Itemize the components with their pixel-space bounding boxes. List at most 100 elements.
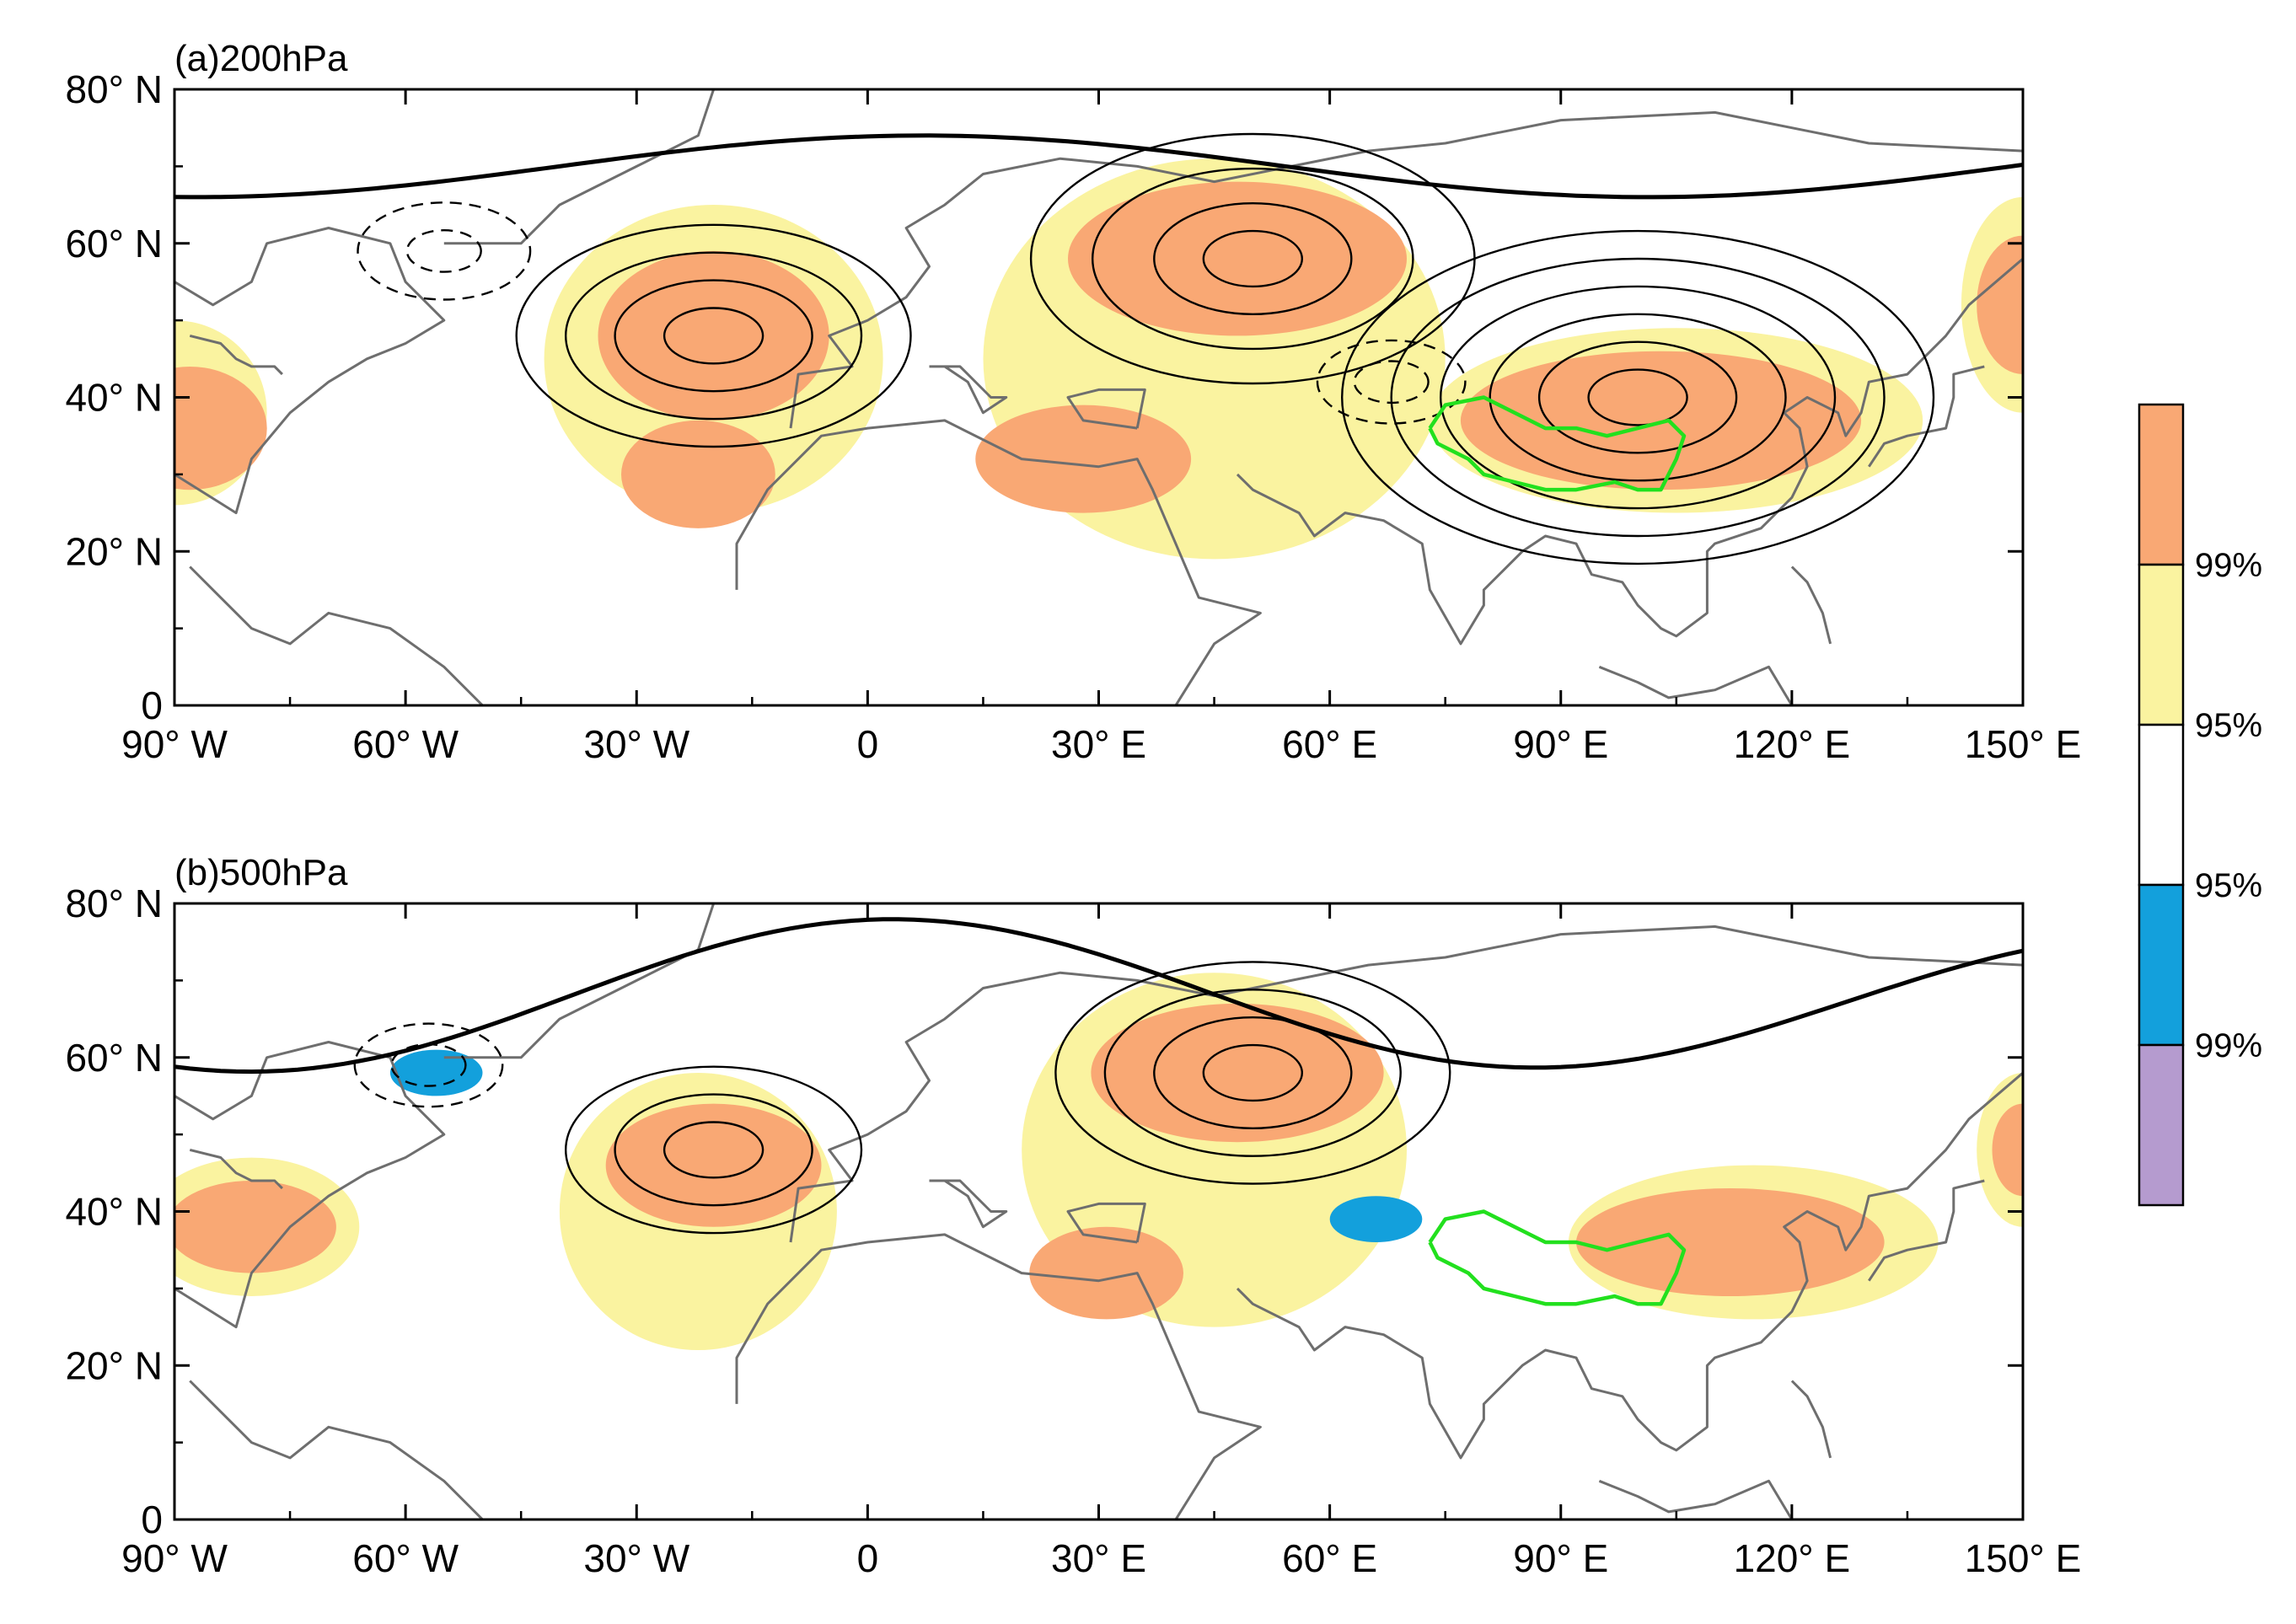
positive-contour bbox=[1202, 229, 1304, 288]
lon-tick-label: 90° W bbox=[121, 722, 228, 766]
positive-contour bbox=[1489, 313, 1787, 482]
lat-tick-label: 60° N bbox=[65, 222, 163, 265]
positive-contour bbox=[1537, 340, 1738, 454]
significance-patch-99pct bbox=[174, 1181, 336, 1273]
positive-contour bbox=[1054, 961, 1451, 1185]
negative-contour bbox=[1316, 339, 1467, 425]
colorbar-label: 95% bbox=[2195, 707, 2262, 744]
colorbar-label: 95% bbox=[2195, 867, 2262, 904]
lon-tick-label: 60° W bbox=[352, 1536, 459, 1580]
colorbar: 99% 95% 95% 99% bbox=[2138, 403, 2262, 1207]
coastline-segment bbox=[1236, 257, 2023, 646]
significance-patch-99pct bbox=[1977, 235, 2023, 374]
lon-tick-label: 30° E bbox=[1051, 1536, 1146, 1580]
positive-contour bbox=[1587, 368, 1688, 426]
coastline-segment bbox=[189, 334, 283, 376]
panel-b-contours bbox=[174, 917, 2023, 1235]
positive-contour bbox=[614, 1093, 813, 1207]
significance-patch-99pct bbox=[1576, 1188, 1885, 1296]
coastline-segment bbox=[789, 110, 2023, 429]
positive-contour bbox=[1153, 201, 1353, 316]
significance-patch-99pct bbox=[975, 405, 1192, 513]
negative-contour bbox=[405, 228, 482, 273]
negative-contour bbox=[353, 1022, 504, 1108]
significance-patch-99pct bbox=[1091, 1003, 1384, 1143]
coastline-segment bbox=[189, 1380, 484, 1519]
panel-b-axes: 90° W 60° W 30° W 0 30° E 60° E 90° E 120° E 150… bbox=[65, 882, 2081, 1580]
panel-a-tibetan-plateau-outline bbox=[1428, 395, 1687, 492]
positive-contour bbox=[1092, 167, 1414, 351]
lon-tick-label: 60° W bbox=[352, 722, 459, 766]
positive-contour bbox=[564, 251, 863, 421]
significance-patch-99pct bbox=[1029, 1226, 1183, 1320]
lon-tick-label: 30° E bbox=[1051, 722, 1146, 766]
plateau-outline bbox=[1428, 1209, 1687, 1306]
significance-patch-95pct bbox=[1329, 1196, 1423, 1242]
coastline-segment bbox=[929, 1179, 1008, 1229]
positive-contour bbox=[1340, 229, 1935, 565]
coastline-segment bbox=[443, 903, 716, 1059]
panel-b-tibetan-plateau-outline bbox=[1428, 1209, 1687, 1306]
positive-contour bbox=[515, 223, 912, 448]
lon-tick-label: 0 bbox=[857, 1536, 879, 1580]
panel-a-coastlines bbox=[174, 89, 2023, 705]
colorbar-box bbox=[2138, 403, 2185, 566]
lat-tick-label: 40° N bbox=[65, 1190, 163, 1234]
coastline-segment bbox=[929, 365, 1008, 415]
positive-contour bbox=[1153, 1016, 1353, 1129]
lon-tick-label: 30° W bbox=[583, 722, 689, 766]
positive-contour bbox=[663, 1121, 764, 1179]
panel-a: (a)200hPa 90° W 60° W 30° W 0 30° E 60° E 90° … bbox=[65, 38, 2082, 766]
lon-tick-label: 90° E bbox=[1513, 1536, 1608, 1580]
panel-b-title: (b)500hPa bbox=[174, 852, 348, 893]
lat-tick-label: 80° N bbox=[65, 67, 163, 111]
lon-tick-label: 60° E bbox=[1282, 722, 1377, 766]
coastline-segment bbox=[443, 89, 716, 245]
positive-contour bbox=[1202, 1043, 1304, 1102]
panel-b-shading bbox=[174, 973, 2023, 1350]
positive-contour bbox=[614, 279, 813, 393]
lat-tick-label: 40° N bbox=[65, 376, 163, 420]
lon-tick-label: 30° W bbox=[583, 1536, 689, 1580]
zero-contour bbox=[174, 917, 2023, 1075]
panel-a-contours bbox=[174, 132, 2023, 565]
coastline-segment bbox=[735, 1233, 1262, 1519]
coastline-segment bbox=[1790, 565, 1832, 645]
significance-patch-99pct bbox=[174, 367, 267, 490]
lat-tick-label: 20° N bbox=[65, 529, 163, 573]
lat-tick-label: 0 bbox=[141, 683, 163, 727]
lon-tick-label: 150° E bbox=[1965, 1536, 2082, 1580]
coastline-segment bbox=[1868, 1179, 1985, 1282]
coastline-segment bbox=[1868, 365, 1985, 468]
colorbar-box bbox=[2138, 1043, 2185, 1207]
lon-tick-label: 60° E bbox=[1282, 1536, 1377, 1580]
coastline-segment bbox=[174, 1041, 446, 1329]
coastline-segment bbox=[189, 565, 484, 705]
coastline-segment bbox=[1598, 1479, 1794, 1519]
panel-b-coastlines bbox=[174, 903, 2023, 1519]
negative-contour bbox=[1353, 360, 1430, 405]
positive-contour bbox=[1390, 257, 1886, 538]
coastline-segment bbox=[1790, 1380, 1832, 1459]
lat-tick-label: 20° N bbox=[65, 1343, 163, 1387]
lon-tick-label: 120° E bbox=[1734, 1536, 1851, 1580]
colorbar-label: 99% bbox=[2195, 1027, 2262, 1064]
positive-contour bbox=[1439, 285, 1837, 510]
coastline-segment bbox=[789, 925, 2023, 1243]
significance-patch-99pct bbox=[621, 420, 775, 528]
coastline-segment bbox=[174, 227, 446, 515]
zero-contour bbox=[174, 133, 2023, 200]
negative-contour bbox=[357, 201, 532, 301]
panel-b: (b)500hPa 90° W 60° W 30° W 0 30° E 60° E 90° … bbox=[65, 852, 2081, 1580]
significance-patch-99pct bbox=[1992, 1103, 2023, 1197]
lon-tick-label: 90° E bbox=[1513, 722, 1608, 766]
positive-contour bbox=[564, 1065, 863, 1235]
lon-tick-label: 120° E bbox=[1734, 722, 1851, 766]
lon-tick-label: 150° E bbox=[1965, 722, 2082, 766]
positive-contour bbox=[663, 307, 764, 365]
colorbar-box bbox=[2138, 883, 2185, 1047]
lat-tick-label: 80° N bbox=[65, 882, 163, 925]
coastline-segment bbox=[1066, 388, 1146, 430]
coastline-segment bbox=[1598, 665, 1794, 705]
